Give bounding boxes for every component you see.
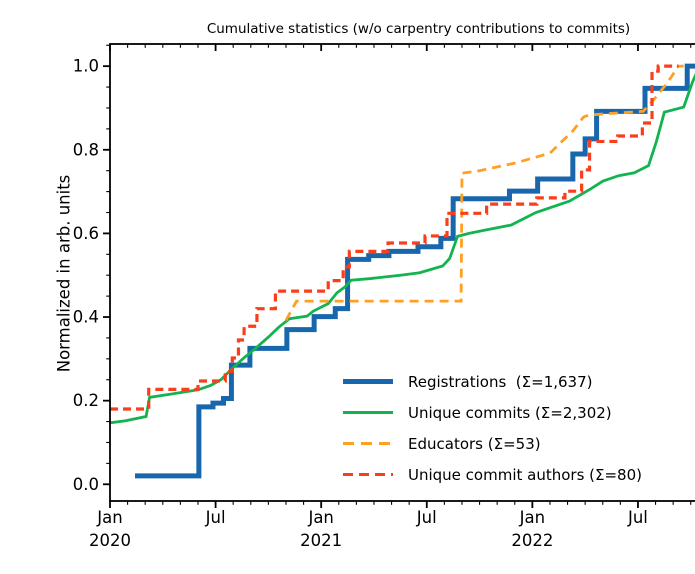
svg-text:0.8: 0.8 [73,140,99,159]
svg-text:Jul: Jul [627,508,648,527]
svg-text:2020: 2020 [89,531,131,550]
legend: Registrations (Σ=1,637) Unique commits (… [343,366,642,490]
educators-line-swatch [343,442,393,445]
chart-title: Cumulative statistics (w/o carpentry con… [206,21,631,37]
legend-label: Educators (Σ=53) [408,434,541,453]
svg-text:0.2: 0.2 [73,391,99,410]
svg-text:Jan: Jan [307,508,333,527]
legend-item-registrations: Registrations (Σ=1,637) [343,366,642,397]
svg-text:1.0: 1.0 [73,57,99,76]
svg-text:2022: 2022 [511,531,553,550]
legend-item-unique-commits: Unique commits (Σ=2,302) [343,397,642,428]
plot-area: Jan 2020 Jul Jan 2021 Jul Jan 2022 Jul 0.0 0.2 0.4 0… [73,43,695,550]
unique-commit-authors-line-swatch [343,472,393,477]
svg-text:0.6: 0.6 [73,224,99,243]
svg-text:Jan: Jan [96,508,122,527]
legend-label: Unique commits (Σ=2,302) [408,403,612,422]
legend-item-unique-commit-authors: Unique commit authors (Σ=80) [343,459,642,490]
legend-label: Unique commit authors (Σ=80) [408,465,642,484]
svg-text:Jan: Jan [519,508,545,527]
svg-text:Jul: Jul [205,508,226,527]
svg-text:2021: 2021 [300,531,342,550]
legend-label: Registrations (Σ=1,637) [408,372,593,391]
legend-item-educators: Educators (Σ=53) [343,428,642,459]
svg-text:0.4: 0.4 [73,308,99,327]
svg-text:Jul: Jul [416,508,437,527]
registrations-line-swatch [343,379,393,384]
chart: Cumulative statistics (w/o carpentry con… [40,16,695,558]
unique-commits-line-swatch [343,411,393,414]
svg-text:0.0: 0.0 [73,475,99,494]
